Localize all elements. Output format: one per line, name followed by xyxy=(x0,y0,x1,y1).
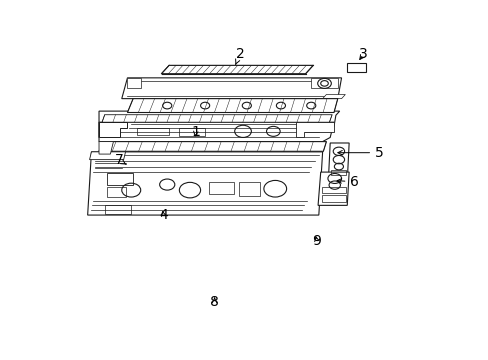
Polygon shape xyxy=(99,122,127,138)
Polygon shape xyxy=(327,143,348,182)
Bar xyxy=(330,170,346,175)
Polygon shape xyxy=(102,115,331,122)
Polygon shape xyxy=(346,63,366,72)
Bar xyxy=(321,186,346,193)
Polygon shape xyxy=(127,78,141,87)
Bar xyxy=(104,205,131,214)
Polygon shape xyxy=(311,78,337,87)
Bar xyxy=(106,187,125,197)
Text: 9: 9 xyxy=(312,234,321,248)
Polygon shape xyxy=(122,78,341,99)
Text: 8: 8 xyxy=(210,294,219,309)
Polygon shape xyxy=(317,172,348,205)
Text: 3: 3 xyxy=(359,47,367,61)
Bar xyxy=(178,128,205,136)
Polygon shape xyxy=(322,94,345,99)
Bar xyxy=(321,195,346,202)
Text: 4: 4 xyxy=(159,208,167,222)
Polygon shape xyxy=(296,122,333,138)
Bar xyxy=(137,128,169,135)
Text: 2: 2 xyxy=(235,47,244,64)
Bar xyxy=(239,182,260,195)
Text: 5: 5 xyxy=(337,146,383,160)
Polygon shape xyxy=(99,111,339,138)
Polygon shape xyxy=(99,141,326,151)
Bar xyxy=(208,182,233,194)
Polygon shape xyxy=(87,152,322,215)
Text: 6: 6 xyxy=(336,175,359,189)
Polygon shape xyxy=(127,99,337,112)
Polygon shape xyxy=(89,152,125,159)
Text: 7: 7 xyxy=(115,153,126,167)
Polygon shape xyxy=(161,66,312,74)
Bar xyxy=(106,174,133,185)
Text: 1: 1 xyxy=(191,125,200,139)
Polygon shape xyxy=(99,141,113,154)
Polygon shape xyxy=(99,122,333,141)
